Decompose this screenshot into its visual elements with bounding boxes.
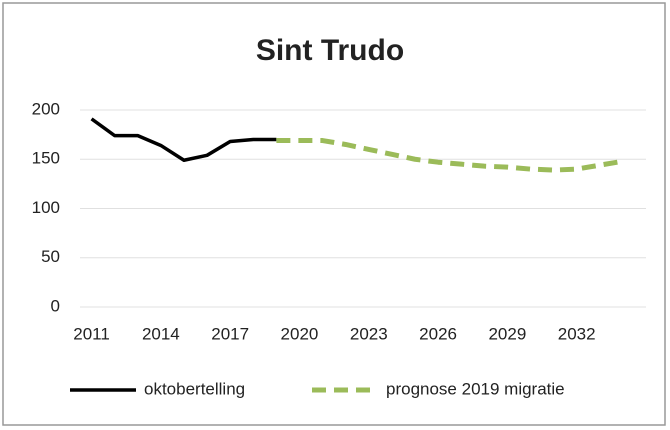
y-tick-label: 150	[32, 149, 60, 168]
y-tick-label: 0	[51, 296, 60, 315]
x-tick-label: 2023	[350, 324, 388, 343]
x-tick-label: 2026	[419, 324, 457, 343]
y-tick-label: 50	[41, 247, 60, 266]
x-tick-label: 2014	[142, 324, 180, 343]
x-tick-label: 2032	[558, 324, 596, 343]
legend-label: prognose 2019 migratie	[386, 379, 565, 398]
series-line	[276, 138, 624, 173]
legend-label: oktobertelling	[144, 379, 245, 398]
x-tick-label: 2020	[281, 324, 319, 343]
y-tick-label: 200	[32, 99, 60, 118]
chart-border	[2, 2, 666, 426]
x-tick-label: 2017	[211, 324, 249, 343]
y-tick-label: 100	[32, 198, 60, 217]
series-line	[90, 117, 277, 162]
chart-title: Sint Trudo	[256, 34, 404, 67]
x-tick-label: 2029	[488, 324, 526, 343]
x-tick-label: 2011	[73, 324, 110, 343]
